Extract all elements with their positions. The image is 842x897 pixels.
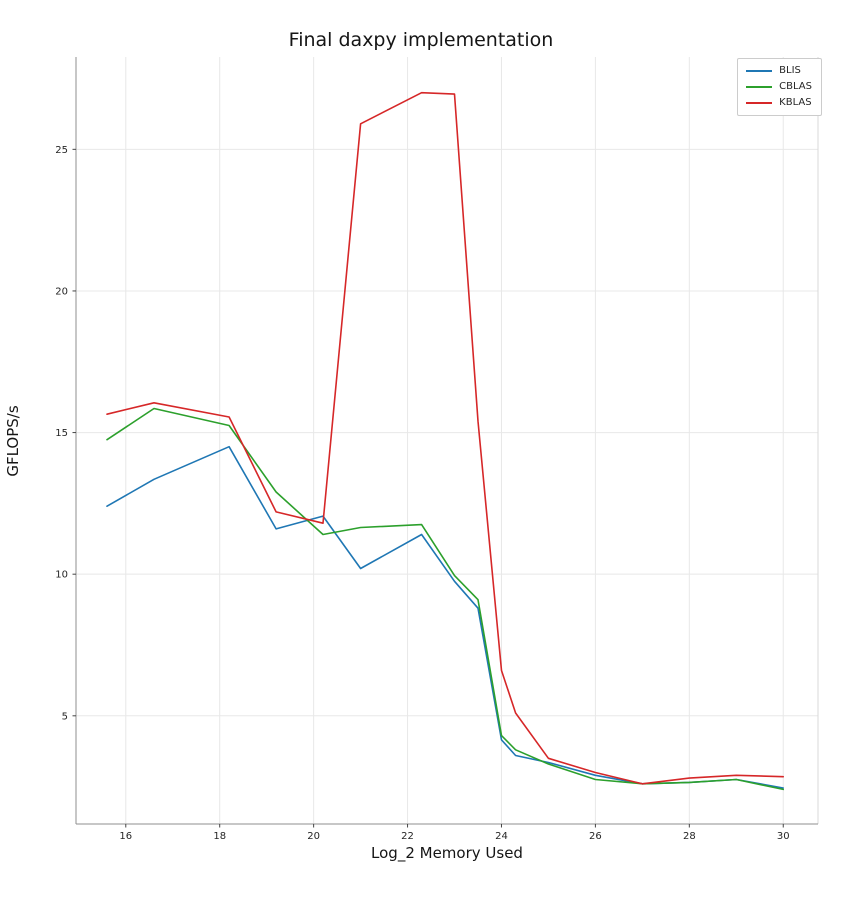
y-axis-label: GFLOPS/s (4, 405, 22, 477)
y-tick-label: 20 (55, 286, 68, 297)
y-tick-label: 15 (55, 428, 68, 439)
series-line-blis (106, 445, 785, 789)
y-tick-label: 25 (55, 145, 68, 156)
legend-label-cblas: CBLAS (779, 81, 812, 92)
legend-entry-kblas: KBLAS (746, 97, 812, 109)
y-tick-label: 5 (62, 711, 68, 722)
x-tick-label: 30 (777, 831, 790, 842)
legend-line-blis (746, 70, 773, 72)
legend-entry-blis: BLIS (746, 65, 812, 77)
x-tick-label: 28 (683, 831, 696, 842)
x-tick-label: 26 (589, 831, 602, 842)
legend-line-kblas (746, 102, 773, 104)
legend: BLIS CBLAS KBLAS (737, 58, 822, 116)
x-axis-label: Log_2 Memory Used (371, 844, 523, 862)
x-tick-label: 18 (213, 831, 226, 842)
series-line-kblas (106, 91, 785, 785)
legend-label-kblas: KBLAS (779, 97, 812, 108)
legend-line-cblas (746, 86, 773, 88)
series-line-cblas (106, 407, 785, 791)
x-tick-label: 16 (119, 831, 132, 842)
x-tick-label: 22 (401, 831, 414, 842)
y-tick-label: 10 (55, 570, 68, 581)
x-tick-label: 20 (307, 831, 320, 842)
legend-entry-cblas: CBLAS (746, 81, 812, 93)
legend-label-blis: BLIS (779, 65, 801, 76)
x-tick-label: 24 (495, 831, 508, 842)
chart-title: Final daxpy implementation (288, 29, 554, 51)
